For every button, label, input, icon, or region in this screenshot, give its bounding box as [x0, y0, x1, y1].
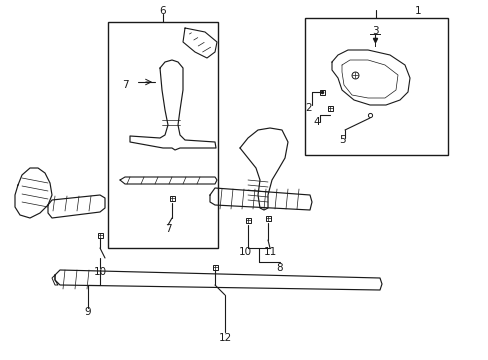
Bar — [97, 233, 102, 238]
Bar — [108, 22, 218, 248]
Text: 5: 5 — [338, 135, 345, 145]
Text: 2: 2 — [305, 103, 312, 113]
Text: 8: 8 — [276, 263, 283, 273]
Bar — [305, 18, 447, 155]
Text: 9: 9 — [84, 307, 91, 317]
Text: 7: 7 — [122, 80, 128, 90]
Text: 10: 10 — [93, 267, 106, 277]
Bar — [212, 265, 217, 270]
Text: 1: 1 — [414, 6, 421, 16]
Bar — [327, 105, 332, 111]
Text: 12: 12 — [218, 333, 231, 343]
Bar — [245, 217, 250, 222]
Bar — [169, 195, 174, 201]
Text: 11: 11 — [263, 247, 276, 257]
Text: 4: 4 — [313, 117, 320, 127]
Text: 10: 10 — [238, 247, 251, 257]
Bar — [265, 216, 270, 220]
Bar — [319, 90, 324, 95]
Text: 7: 7 — [164, 224, 171, 234]
Text: 3: 3 — [371, 26, 378, 36]
Text: 6: 6 — [160, 6, 166, 16]
